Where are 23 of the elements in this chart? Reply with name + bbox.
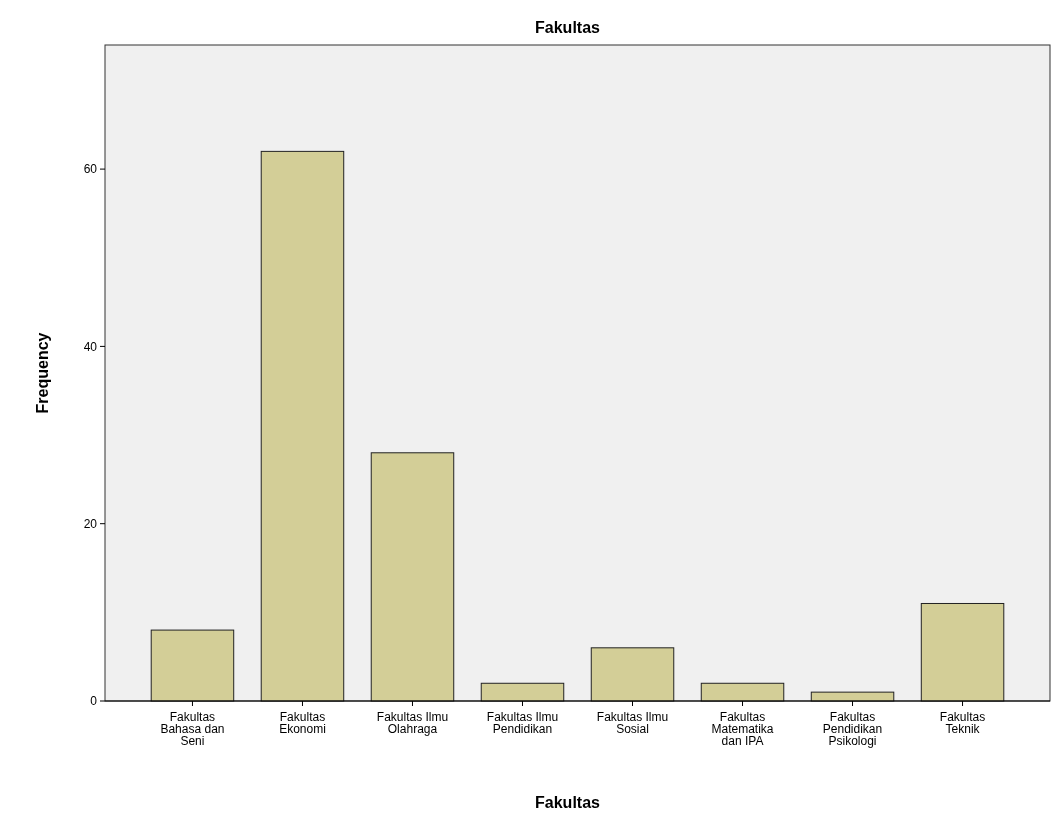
y-tick-label: 60 — [83, 162, 98, 177]
y-tick-label: 40 — [83, 339, 98, 354]
x-tick-label: Fakultas Bahasa dan Seni — [160, 710, 225, 748]
x-tick-label: Fakultas Matematika dan IPA — [711, 710, 774, 748]
y-tick-label: 0 — [90, 694, 98, 709]
bar — [590, 647, 675, 702]
bar — [370, 452, 455, 702]
bar — [920, 602, 1005, 702]
y-tick-label: 20 — [83, 516, 98, 531]
bar — [150, 629, 235, 702]
x-tick-label: Fakultas Ilmu Sosial — [596, 710, 669, 736]
chart-title: Fakultas — [535, 19, 601, 36]
bar — [810, 691, 895, 702]
x-tick-label: Fakultas Ekonomi — [279, 710, 326, 736]
bar — [260, 150, 345, 702]
x-tick-label: Fakultas Teknik — [939, 710, 986, 736]
x-tick-label: Fakultas Ilmu Pendidikan — [486, 710, 559, 736]
y-axis-title: Frequency — [34, 332, 51, 414]
bar — [700, 682, 785, 702]
x-tick-label: Fakultas Pendidikan Psikologi — [822, 710, 883, 748]
bar — [480, 682, 565, 702]
x-tick-label: Fakultas Ilmu Olahraga — [376, 710, 449, 736]
x-axis-title: Fakultas — [535, 794, 601, 811]
